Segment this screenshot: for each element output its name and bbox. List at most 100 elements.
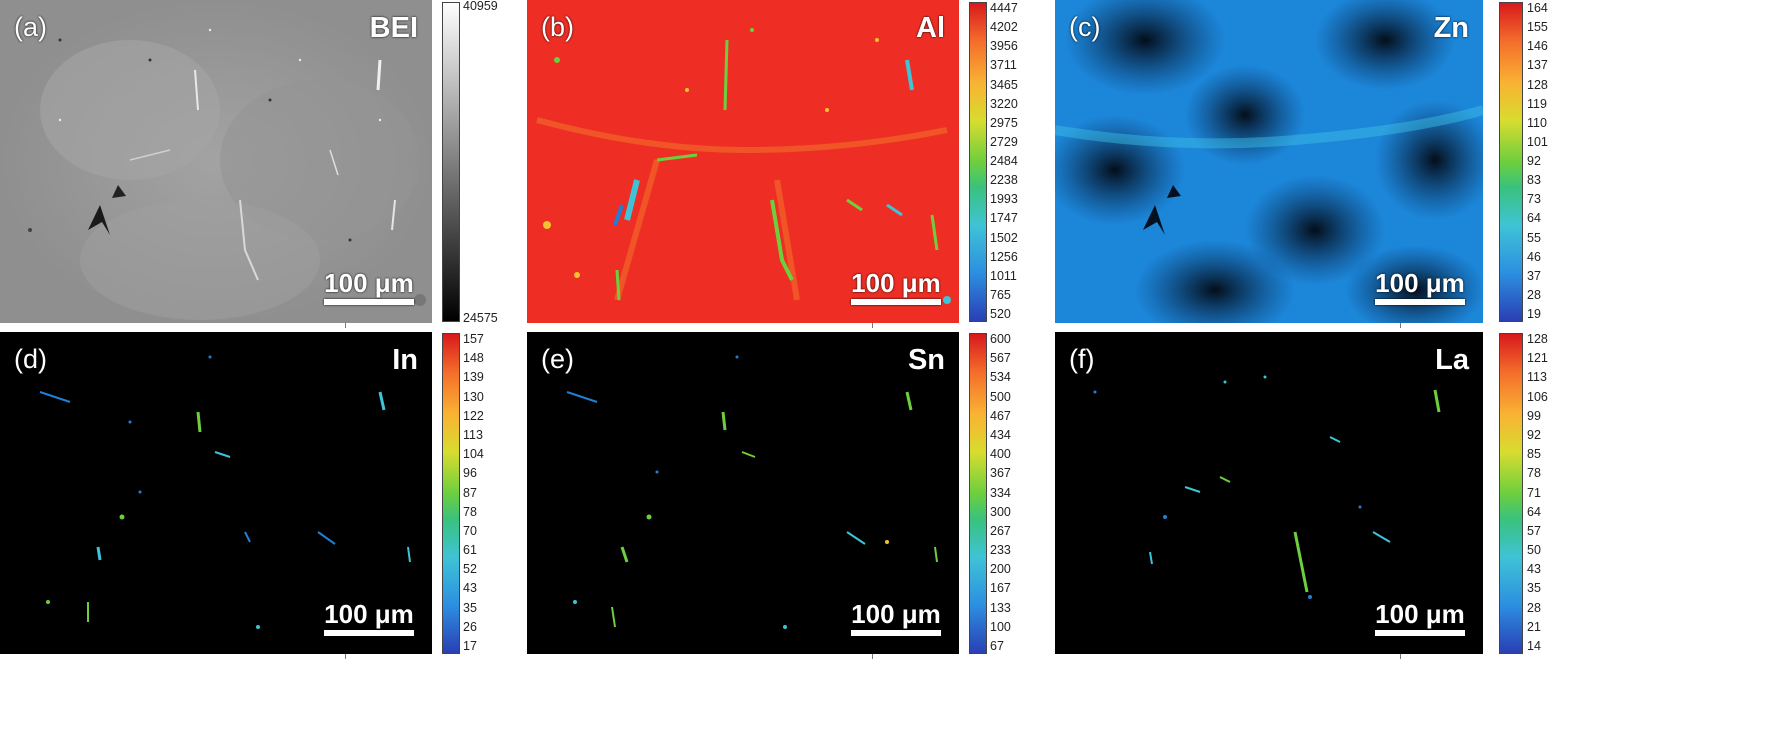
panel-label: (f): [1069, 344, 1095, 374]
scale-bar-label: 100 μm: [1375, 268, 1465, 298]
element-label: In: [392, 344, 418, 376]
colorbar-tick-label: 1747: [990, 211, 1018, 226]
scale-bar: 100 μm: [1375, 600, 1465, 636]
colorbar-tick-label: 92: [1527, 154, 1541, 168]
element-label: Zn: [1433, 12, 1469, 44]
panel-label: (a): [14, 12, 47, 42]
in-colorbar: [442, 333, 460, 654]
colorbar-tick-label: 128: [1527, 332, 1548, 346]
al-colorbar: [969, 2, 987, 322]
colorbar-tick-label: 100: [990, 619, 1011, 634]
scale-bar-line: [1375, 630, 1465, 636]
colorbar-tick-label: 3711: [990, 58, 1017, 73]
colorbar-tick-label: 1993: [990, 192, 1018, 207]
colorbar-tick-label: 104: [463, 447, 484, 462]
panel-label: (e): [541, 344, 574, 374]
colorbar-tick-label: 99: [1527, 408, 1541, 423]
colorbar-tick-label: 55: [1527, 230, 1541, 245]
colorbar-tick-label: 334: [990, 485, 1011, 500]
scale-bar: 100 μm: [324, 269, 414, 305]
colorbar-tick-label: 43: [1527, 562, 1541, 577]
colorbar-tick-label: 57: [1527, 523, 1541, 538]
colorbar-tick-label: 37: [1527, 268, 1541, 283]
element-label: Sn: [907, 344, 945, 376]
colorbar-tick-label: 40959: [463, 0, 498, 13]
scale-bar: 100 μm: [1375, 269, 1465, 305]
colorbar-tick-label: 2484: [990, 154, 1018, 168]
colorbar-tick-label: 87: [463, 485, 477, 500]
colorbar-tick-label: 26: [463, 619, 477, 634]
colorbar-tick-label: 28: [1527, 600, 1541, 615]
in-elemental-map: [39, 355, 411, 629]
scale-bar-label: 100 μm: [324, 268, 414, 298]
colorbar-tick-label: 119: [1527, 96, 1547, 111]
colorbar-tick-label: 67: [990, 639, 1004, 653]
scale-bar-label: 100 μm: [324, 599, 414, 629]
panel-label: (d): [14, 344, 47, 374]
axis-tick: [345, 654, 346, 659]
axis-tick: [872, 323, 873, 328]
colorbar-tick-label: 434: [990, 427, 1011, 442]
zn-map-panel: (c) Zn 100 μm: [1055, 0, 1483, 323]
al-elemental-map: [536, 28, 951, 304]
colorbar-tick-label: 1502: [990, 230, 1018, 245]
colorbar-tick-label: 70: [463, 523, 477, 538]
colorbar-tick-label: 4202: [990, 20, 1018, 35]
colorbar-tick-label: 155: [1527, 20, 1548, 35]
colorbar-tick-label: 113: [463, 427, 483, 442]
colorbar-tick-label: 61: [463, 543, 477, 558]
scale-bar-line: [324, 630, 414, 636]
bei-colorbar: [442, 2, 460, 322]
colorbar-tick-label: 43: [463, 581, 477, 596]
colorbar-tick-label: 110: [1527, 115, 1547, 130]
bei-micrograph: [0, 0, 432, 323]
zn-colorbar: [1499, 2, 1523, 322]
colorbar-tick-label: 128: [1527, 77, 1548, 92]
colorbar-tick-label: 233: [990, 543, 1011, 558]
axis-tick: [1400, 323, 1401, 328]
colorbar-tick-label: 46: [1527, 249, 1541, 264]
colorbar-tick-label: 137: [1527, 58, 1548, 73]
colorbar-tick-label: 92: [1527, 427, 1541, 442]
colorbar-tick-label: 71: [1527, 485, 1541, 500]
colorbar-tick-label: 139: [463, 370, 484, 385]
colorbar-tick-label: 64: [1527, 504, 1541, 519]
colorbar-tick-label: 164: [1527, 1, 1548, 15]
in-map-panel: (d) In 100 μm: [0, 332, 432, 654]
colorbar-tick-label: 3465: [990, 77, 1018, 92]
bei-image-panel: (a) BEI 100 μm: [0, 0, 432, 323]
colorbar-tick-label: 14: [1527, 639, 1541, 653]
colorbar-tick-label: 146: [1527, 39, 1548, 54]
element-label: Al: [916, 12, 945, 44]
scale-bar-line: [851, 630, 941, 636]
colorbar-tick-label: 85: [1527, 447, 1541, 462]
colorbar-tick-label: 50: [1527, 543, 1541, 558]
colorbar-tick-label: 73: [1527, 192, 1541, 207]
colorbar-tick-label: 3956: [990, 39, 1018, 54]
colorbar-tick-label: 300: [990, 504, 1011, 519]
al-map-panel: (b) Al 100 μm: [527, 0, 959, 323]
element-label: BEI: [369, 12, 418, 44]
colorbar-tick-label: 400: [990, 447, 1011, 462]
colorbar-tick-label: 17: [463, 639, 477, 653]
scale-bar-line: [851, 299, 941, 305]
scale-bar-label: 100 μm: [851, 268, 941, 298]
colorbar-tick-label: 3220: [990, 96, 1018, 111]
panel-label: (b): [541, 12, 574, 42]
colorbar-tick-label: 24575: [463, 311, 498, 325]
colorbar-tick-label: 121: [1527, 351, 1548, 366]
colorbar-tick-label: 52: [463, 562, 477, 577]
colorbar-tick-label: 500: [990, 389, 1011, 404]
sn-map-panel: (e) Sn 100 μm: [527, 332, 959, 654]
scale-bar: 100 μm: [851, 600, 941, 636]
axis-tick: [345, 323, 346, 328]
scale-bar-line: [324, 299, 414, 305]
colorbar-tick-label: 19: [1527, 307, 1541, 321]
colorbar-tick-label: 520: [990, 307, 1011, 321]
colorbar-tick-label: 122: [463, 408, 484, 423]
colorbar-tick-label: 567: [990, 351, 1011, 366]
colorbar-tick-label: 4447: [990, 1, 1018, 15]
colorbar-tick-label: 367: [990, 466, 1011, 481]
colorbar-tick-label: 534: [990, 370, 1011, 385]
sn-colorbar: [969, 333, 987, 654]
